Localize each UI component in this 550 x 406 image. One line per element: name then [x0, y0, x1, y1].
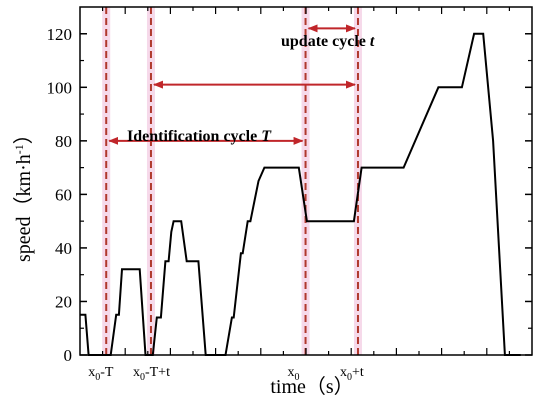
marker-label-base: x	[133, 365, 140, 380]
marker-bands	[102, 7, 362, 355]
y-tick-label: 40	[55, 239, 72, 258]
y-axis-title-close: ）	[12, 124, 35, 144]
marker-label-sub: 0	[295, 372, 300, 383]
marker-label: x0-T+t	[133, 365, 170, 383]
marker-band	[353, 7, 362, 355]
y-tick-label: 100	[47, 78, 73, 97]
cycle-annotation: update cycle t	[281, 33, 375, 50]
marker-label-rest: +t	[352, 365, 364, 380]
arrows-layer	[108, 24, 356, 145]
marker-band	[301, 7, 310, 355]
speed-series-line	[80, 32, 521, 356]
ticks-layer	[80, 7, 532, 356]
x-axis-title: time（s）	[270, 375, 353, 398]
y-axis-title-main: speed（km·h	[12, 154, 35, 262]
cycle-annotation-text: Identification cycle	[127, 128, 261, 145]
marker-label: x0	[288, 365, 300, 383]
y-axis-title: speed（km·h-1）	[12, 124, 35, 262]
series-layer	[80, 32, 521, 356]
y-tick-label: 20	[55, 292, 72, 311]
marker-label-rest: -T	[100, 365, 114, 380]
marker-label-base: x	[88, 365, 95, 380]
cycle-annotation-symbol: t	[370, 33, 375, 50]
marker-label-sub: 0	[95, 372, 100, 383]
y-tick-label: 120	[47, 25, 73, 44]
marker-label-sub: 0	[140, 372, 145, 383]
marker-label-base: x	[340, 365, 347, 380]
y-tick-label: 80	[55, 132, 72, 151]
marker-label: x0+t	[340, 365, 364, 383]
marker-label-sub: 0	[347, 372, 352, 383]
labels-layer: x0-T x0-T+t x0 x0+t020406080100120Identific…	[12, 25, 375, 398]
marker-band	[102, 7, 111, 355]
marker-label-base: x	[288, 365, 295, 380]
marker-label: x0-T	[88, 365, 114, 383]
cycle-annotation: Identification cycle T	[127, 128, 272, 145]
marker-band	[146, 7, 155, 355]
marker-label-rest: -T+t	[145, 365, 170, 380]
marker-lines	[105, 7, 359, 355]
y-tick-label: 60	[55, 185, 72, 204]
y-axis-title-exponent: -1	[12, 144, 26, 154]
cycle-annotation-symbol: T	[261, 128, 272, 145]
cycle-annotation-text: update cycle	[281, 33, 370, 50]
y-tick-label: 0	[64, 346, 73, 365]
